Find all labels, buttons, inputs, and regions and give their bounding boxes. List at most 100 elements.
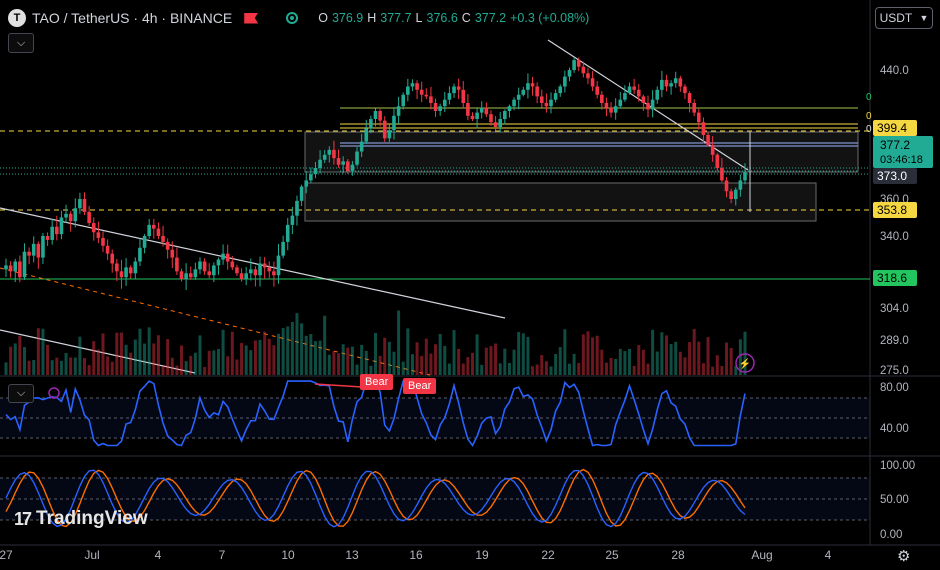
candle-body: [687, 93, 692, 103]
candle-body: [124, 267, 128, 278]
candle-body: [655, 89, 660, 100]
volume-bar: [46, 344, 50, 375]
candle-body: [161, 236, 165, 242]
volume-bar: [683, 357, 687, 375]
volume-bar: [447, 363, 451, 375]
trendline-dashed: [0, 267, 431, 376]
candle-body: [101, 237, 105, 246]
volume-bar: [392, 351, 396, 375]
volume-bar: [655, 351, 659, 375]
candle-body: [225, 253, 230, 262]
high-label: H: [367, 11, 377, 25]
volume-bar: [73, 357, 77, 375]
tradingview-logo-text: TradingView: [36, 508, 148, 529]
volume-bar: [378, 355, 382, 375]
candle-body: [45, 236, 50, 240]
candle-body: [419, 89, 424, 95]
candle-body: [276, 255, 281, 276]
candle-body: [470, 115, 475, 119]
candle-body: [567, 70, 572, 77]
candle-body: [207, 271, 212, 276]
x-tick-label: 4: [825, 548, 832, 562]
volume-bar: [133, 339, 137, 375]
candle-body: [313, 168, 318, 175]
candle-body: [336, 158, 341, 165]
volume-bar: [438, 333, 442, 375]
countdown-label: 03:46:18: [880, 154, 923, 166]
candle-body: [590, 78, 595, 87]
candle-body: [304, 180, 309, 187]
candle-body: [341, 161, 345, 165]
candle-body: [27, 251, 31, 256]
candle-body: [701, 122, 706, 135]
volume-bar: [558, 347, 562, 375]
candle-body: [553, 93, 558, 100]
ohlc-values: O 376.9 H 377.7 L 376.6 C 377.2 +0.3 (+0.08%…: [318, 11, 589, 25]
level-zero-marker: 0: [866, 124, 872, 135]
volume-bar: [258, 339, 262, 375]
candle-body: [216, 259, 221, 266]
volume-bar: [466, 357, 470, 375]
candle-body: [78, 199, 82, 209]
collapse-indicator-button[interactable]: ⌵: [8, 384, 34, 403]
volume-bar: [720, 366, 724, 375]
candle-body: [516, 94, 521, 100]
collapse-legend-button[interactable]: ⌵: [8, 33, 34, 53]
volume-bar: [295, 313, 299, 375]
candle-body: [253, 269, 258, 276]
candle-body: [710, 144, 715, 155]
candle-body: [290, 215, 295, 225]
chevron-down-icon: ⌵: [16, 387, 26, 399]
candle-body: [636, 89, 641, 97]
x-tick-label: 25: [605, 548, 619, 562]
lightning-icon: [735, 353, 755, 373]
candle-body: [82, 199, 87, 212]
candle-body: [170, 249, 175, 258]
candle-body: [627, 86, 632, 94]
volume-bar: [664, 335, 668, 375]
volume-bar: [563, 329, 567, 375]
candle-body: [521, 89, 526, 95]
open-label: O: [318, 11, 328, 25]
volume-bar: [586, 331, 590, 375]
change-value: +0.3 (+0.08%): [510, 11, 590, 25]
settings-icon[interactable]: ⚙: [897, 548, 911, 565]
volume-bar: [554, 353, 558, 375]
price-label-399-bg: [873, 120, 917, 136]
volume-bar: [470, 352, 474, 375]
candle-body: [198, 261, 202, 270]
flag-icon[interactable]: [244, 12, 259, 24]
candle-body: [18, 261, 22, 278]
candle-body: [396, 106, 401, 116]
stoch-tick-label: 50.00: [880, 494, 909, 506]
volume-bar: [632, 365, 636, 375]
candle-body: [632, 86, 636, 90]
volume-bar: [651, 329, 655, 375]
volume-bar: [166, 339, 170, 375]
candle-body: [359, 141, 364, 152]
candle-body: [364, 128, 369, 142]
volume-bar: [309, 333, 313, 375]
candle-body: [461, 89, 466, 103]
volume-bar: [4, 362, 8, 375]
y-tick-label: 275.0: [880, 365, 909, 377]
level-zero-marker: 0: [866, 111, 872, 122]
candle-body: [660, 79, 664, 90]
candle-body: [355, 151, 359, 165]
volume-bar: [156, 335, 160, 375]
volume-bar: [92, 341, 96, 375]
currency-label: USDT: [879, 11, 913, 25]
volume-bar: [526, 336, 530, 375]
symbol-title[interactable]: TAO / TetherUS · 4h · BINANCE: [32, 10, 233, 26]
candle-body: [41, 236, 45, 258]
candle-body: [87, 211, 91, 224]
x-tick-label: 27: [0, 548, 13, 562]
rsi-tick-label: 80.00: [880, 382, 909, 394]
candle-body: [156, 228, 161, 236]
currency-select[interactable]: USDT ▼: [875, 7, 933, 29]
candle-body: [479, 107, 484, 113]
volume-bar: [535, 364, 539, 375]
x-tick-label: Aug: [751, 548, 772, 562]
candle-body: [285, 224, 290, 242]
